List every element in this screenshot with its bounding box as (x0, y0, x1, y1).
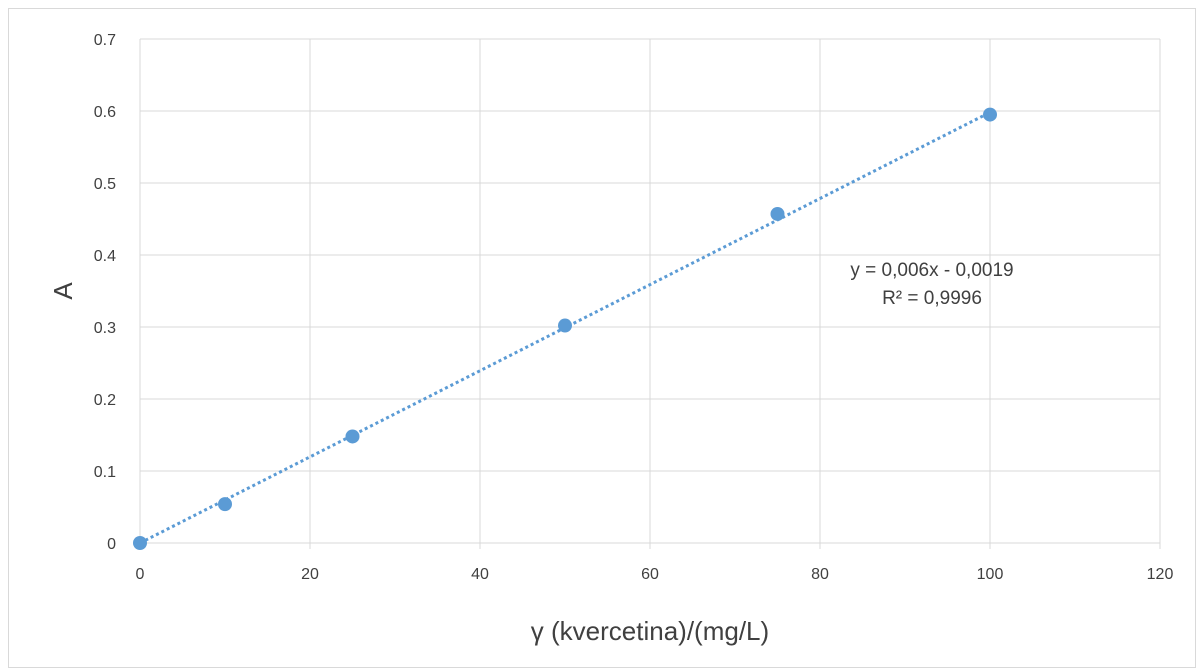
data-point (558, 318, 572, 333)
x-tick-label: 20 (301, 566, 319, 583)
x-tick-label: 60 (641, 566, 659, 583)
x-tick-label: 120 (1147, 566, 1174, 583)
y-tick-label: 0 (107, 536, 116, 553)
data-point (983, 107, 997, 122)
x-tick-label: 40 (471, 566, 489, 583)
x-axis-title: γ (kvercetina)/(mg/L) (531, 616, 769, 646)
data-point (218, 497, 232, 512)
y-tick-label: 0.7 (94, 32, 116, 49)
data-point (133, 536, 147, 550)
tick-labels: 0 20 40 60 80 100 120 0 0.1 0.2 0.3 0.4 0.5 0.6 0.7 (94, 32, 1174, 583)
y-axis-title: A (48, 282, 78, 300)
data-point (345, 429, 360, 444)
x-tick-label: 80 (811, 566, 829, 583)
y-tick-label: 0.1 (94, 464, 116, 481)
y-tick-label: 0.4 (94, 248, 116, 265)
y-tick-label: 0.3 (94, 320, 116, 337)
data-points (133, 107, 997, 550)
y-tick-label: 0.6 (94, 104, 116, 121)
data-point (770, 206, 785, 221)
gridlines (140, 38, 1161, 543)
y-tick-label: 0.2 (94, 392, 116, 409)
y-tick-label: 0.5 (94, 176, 116, 193)
trendline-equation: y = 0,006x - 0,0019 (850, 260, 1013, 281)
chart-area (8, 8, 1196, 668)
axes (139, 39, 1161, 549)
x-tick-label: 100 (977, 566, 1004, 583)
x-tick-label: 0 (136, 566, 145, 583)
trendline-r2: R² = 0,9996 (882, 288, 982, 309)
